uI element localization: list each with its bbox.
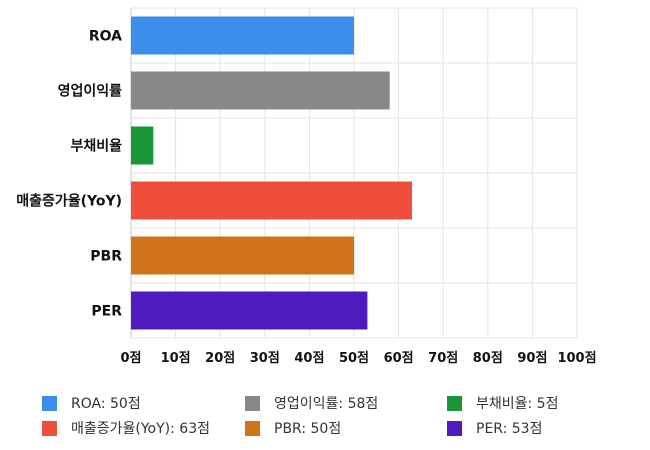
legend-item: 영업이익률: 58점 bbox=[245, 393, 378, 413]
legend-item: PER: 53점 bbox=[447, 418, 542, 438]
bar-3 bbox=[131, 181, 412, 220]
legend-item: PBR: 50점 bbox=[245, 418, 341, 438]
legend-label: 매출증가율(YoY): 63점 bbox=[71, 421, 210, 437]
legend-label: 부채비율: 5점 bbox=[476, 396, 559, 412]
x-tick-labels: 0점 10점 20점 30점 40점 50점 60점 70점 80점 90점 100점 bbox=[120, 351, 596, 366]
bar-0 bbox=[131, 16, 354, 55]
x-tick-label: 0점 bbox=[120, 351, 141, 366]
legend-swatch bbox=[447, 395, 462, 411]
x-tick-label: 90점 bbox=[517, 351, 547, 366]
legend-item: 매출증가율(YoY): 63점 bbox=[42, 418, 210, 438]
legend-swatch bbox=[447, 420, 462, 436]
category-label: 매출증가율(YoY) bbox=[16, 193, 122, 210]
legend-swatch bbox=[42, 420, 57, 436]
legend-label: PER: 53점 bbox=[476, 421, 543, 437]
category-label: 부채비율 bbox=[70, 138, 122, 155]
legend-label: ROA: 50점 bbox=[71, 396, 141, 412]
bar-2 bbox=[131, 126, 154, 165]
bar-5 bbox=[131, 291, 368, 330]
category-label: PER bbox=[91, 304, 122, 320]
bars bbox=[131, 16, 412, 330]
x-tick-label: 70점 bbox=[428, 351, 458, 366]
bar-1 bbox=[131, 71, 390, 110]
legend-item: ROA: 50점 bbox=[42, 393, 141, 413]
bar-4 bbox=[131, 236, 354, 275]
x-tick-label: 80점 bbox=[473, 351, 503, 366]
grid bbox=[130, 7, 578, 339]
legend-swatch bbox=[245, 395, 260, 411]
x-tick-label: 20점 bbox=[205, 351, 235, 366]
legend-swatch bbox=[42, 395, 57, 411]
legend-swatch bbox=[245, 420, 260, 436]
x-tick-label: 10점 bbox=[161, 351, 191, 366]
legend-item: 부채비율: 5점 bbox=[447, 393, 558, 413]
x-tick-label: 60점 bbox=[384, 351, 414, 366]
legend-label: PBR: 50점 bbox=[274, 421, 342, 437]
x-tick-label: 40점 bbox=[294, 351, 324, 366]
category-label: PBR bbox=[90, 249, 122, 265]
x-tick-label: 30점 bbox=[250, 351, 280, 366]
x-tick-label: 50점 bbox=[339, 351, 369, 366]
category-label: 영업이익률 bbox=[58, 83, 123, 100]
category-label: ROA bbox=[89, 29, 122, 45]
legend-label: 영업이익률: 58점 bbox=[274, 396, 379, 412]
x-tick-label: 100점 bbox=[557, 351, 596, 366]
